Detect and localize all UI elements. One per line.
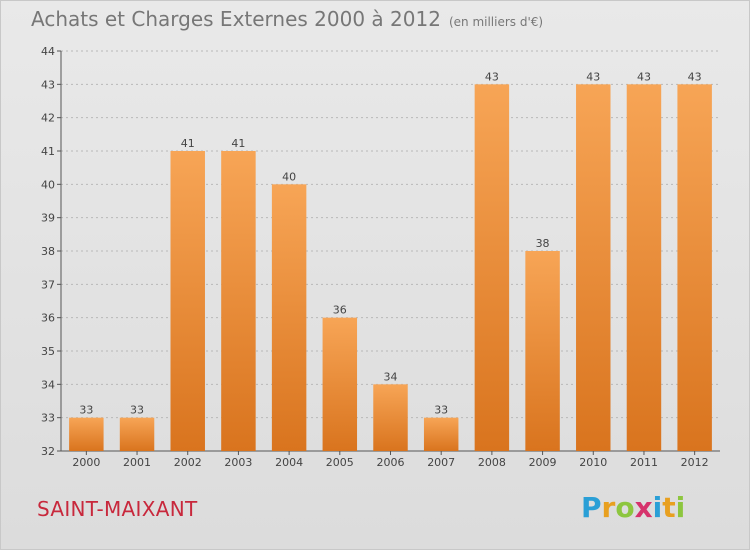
y-tick-label: 32	[41, 445, 55, 458]
bar	[525, 251, 560, 451]
bar-value-label: 41	[231, 137, 245, 150]
bar-value-label: 38	[536, 237, 550, 250]
bar	[626, 84, 662, 451]
bar-value-label: 43	[485, 70, 499, 83]
x-tick-label: 2000	[72, 456, 100, 469]
x-tick-label: 2006	[377, 456, 405, 469]
y-tick-label: 37	[41, 278, 55, 291]
y-tick-label: 33	[41, 412, 55, 425]
bar-value-label: 36	[333, 304, 347, 317]
bar-value-label: 33	[434, 404, 448, 417]
y-tick-label: 42	[41, 112, 55, 125]
x-tick-label: 2010	[579, 456, 607, 469]
bar	[576, 84, 611, 451]
bar-value-label: 34	[384, 370, 398, 383]
bar-value-label: 33	[79, 404, 93, 417]
x-tick-label: 2012	[681, 456, 709, 469]
logo-letter: o	[615, 491, 635, 524]
bar	[119, 417, 155, 451]
y-tick-label: 35	[41, 345, 55, 358]
y-tick-label: 34	[41, 378, 55, 391]
bar	[170, 151, 205, 451]
proxiti-logo: Proxiti	[581, 491, 685, 524]
bar	[423, 417, 459, 451]
logo-letter: i	[652, 491, 663, 524]
chart-title-row: Achats et Charges Externes 2000 à 2012 (e…	[31, 7, 543, 31]
bar	[322, 317, 358, 451]
y-tick-label: 43	[41, 78, 55, 91]
x-tick-label: 2007	[427, 456, 455, 469]
logo-letter: P	[581, 491, 602, 524]
y-tick-label: 44	[41, 45, 55, 58]
logo-letter: r	[601, 491, 616, 524]
bar-value-label: 40	[282, 170, 296, 183]
bar	[271, 184, 307, 452]
x-tick-label: 2009	[529, 456, 557, 469]
x-tick-label: 2004	[275, 456, 303, 469]
y-tick-label: 38	[41, 245, 55, 258]
x-tick-label: 2008	[478, 456, 506, 469]
bar-value-label: 43	[637, 70, 651, 83]
x-tick-label: 2001	[123, 456, 151, 469]
x-tick-label: 2003	[224, 456, 252, 469]
bar-value-label: 43	[586, 70, 600, 83]
x-tick-label: 2011	[630, 456, 658, 469]
y-tick-label: 41	[41, 145, 55, 158]
bar-value-label: 41	[181, 137, 195, 150]
x-tick-label: 2002	[174, 456, 202, 469]
bar-value-label: 33	[130, 404, 144, 417]
bar	[474, 84, 510, 451]
bar-value-label: 43	[688, 70, 702, 83]
y-tick-label: 36	[41, 312, 55, 325]
logo-letter: x	[634, 491, 653, 524]
bar	[69, 417, 104, 451]
commune-name: SAINT-MAIXANT	[37, 497, 198, 521]
logo-letter: t	[662, 491, 676, 524]
logo-letter: i	[675, 491, 686, 524]
bar	[373, 384, 408, 451]
bar	[221, 151, 256, 451]
y-tick-label: 39	[41, 212, 55, 225]
y-tick-label: 40	[41, 178, 55, 191]
x-tick-label: 2005	[326, 456, 354, 469]
chart-title: Achats et Charges Externes 2000 à 2012	[31, 7, 441, 31]
chart-unit: (en milliers d'€)	[448, 15, 544, 29]
bar	[677, 84, 712, 451]
